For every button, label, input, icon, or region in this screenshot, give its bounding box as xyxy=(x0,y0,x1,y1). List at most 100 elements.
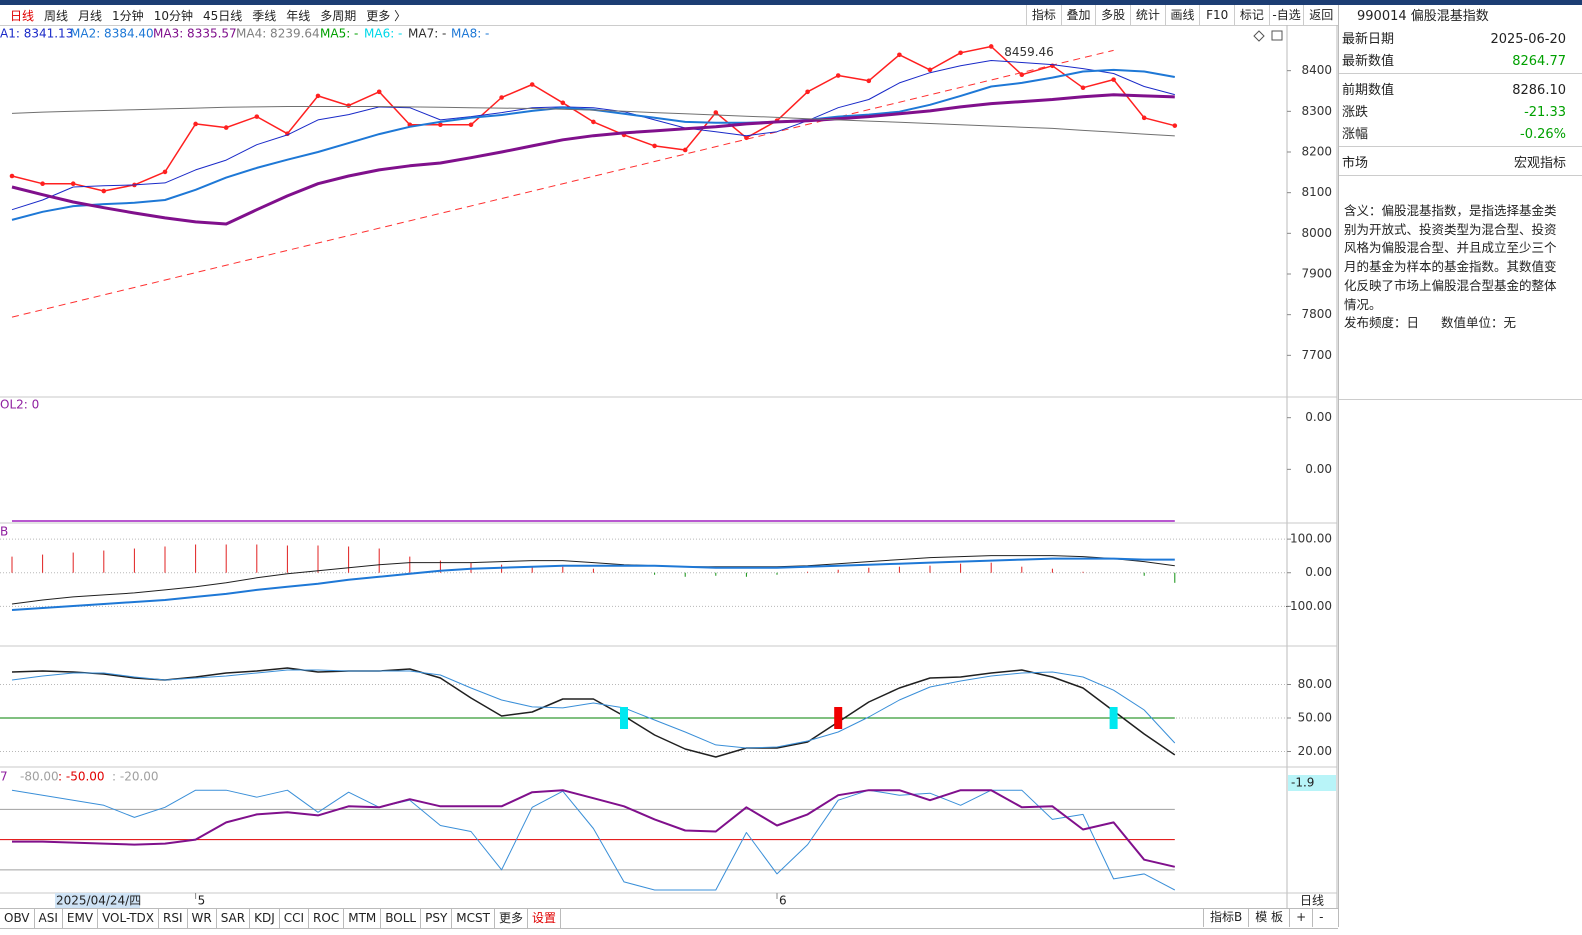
y-tick-label: 80.00 xyxy=(1298,677,1332,691)
period-button[interactable]: 多周期 xyxy=(320,8,357,23)
series-line xyxy=(11,60,1175,211)
data-point xyxy=(9,173,15,179)
y-tick-label: 0.00 xyxy=(1305,410,1332,424)
window-icon[interactable] xyxy=(1271,30,1283,41)
legend-entry: MA8: - xyxy=(451,27,489,41)
legend-entry: MA3: 8335.57 xyxy=(153,27,237,41)
tool-button[interactable]: 统计 xyxy=(1130,5,1165,25)
data-point xyxy=(70,181,76,187)
tool-button[interactable]: 标记 xyxy=(1234,5,1269,25)
max-label: 8459.46 xyxy=(1004,45,1054,59)
info-value: -21.33 xyxy=(1524,105,1566,120)
period-button[interactable]: 年线 xyxy=(286,8,311,23)
period-button[interactable]: 45日线 xyxy=(202,8,243,23)
x-tick-label: 6 xyxy=(779,894,787,908)
series-line xyxy=(11,555,1175,605)
title-stripe xyxy=(0,0,1582,5)
template-tab[interactable]: - xyxy=(1312,908,1329,927)
legend-entry: A1: 8341.13 xyxy=(0,27,73,41)
data-point xyxy=(1080,85,1086,91)
info-key: 最新日期 xyxy=(1342,32,1395,47)
data-point xyxy=(560,100,566,106)
indicator-tab[interactable]: MCST xyxy=(452,909,495,928)
current-value-box xyxy=(1288,775,1336,791)
legend-entry: MA5: - xyxy=(320,27,358,41)
indicator-label: OL2: 0 xyxy=(0,398,39,412)
indicator-tab[interactable]: MTM xyxy=(344,909,382,928)
period-button[interactable]: 更多 〉 xyxy=(366,8,407,23)
tool-toolbar: 指标 叠加 多股 统计 画线 F10 标记 -自选 返回 xyxy=(1026,5,1338,26)
period-button[interactable]: 日线 xyxy=(10,8,35,23)
data-point xyxy=(591,119,596,125)
info-value: -0.26% xyxy=(1520,127,1566,142)
tool-button[interactable]: F10 xyxy=(1199,5,1234,25)
data-point xyxy=(529,82,535,87)
y-tick-label: 20.00 xyxy=(1298,744,1332,758)
data-point xyxy=(162,169,168,175)
indicator-tab[interactable]: WR xyxy=(188,909,217,928)
series-line xyxy=(11,667,1176,758)
data-point xyxy=(682,147,688,153)
data-point xyxy=(254,114,260,119)
indicator-tab[interactable]: PSY xyxy=(421,909,453,928)
y-tick-label: 7800 xyxy=(1301,307,1332,321)
data-point xyxy=(652,143,657,149)
period-button[interactable]: 周线 xyxy=(44,8,69,23)
indicator-tab[interactable]: SAR xyxy=(217,909,251,928)
tool-button[interactable]: 返回 xyxy=(1303,5,1338,25)
indicator-tab[interactable]: BOLL xyxy=(381,909,422,928)
data-point xyxy=(988,44,994,49)
data-point xyxy=(1019,72,1025,78)
indicator-tab[interactable]: EMV xyxy=(63,909,99,928)
indicator-tab[interactable]: OBV xyxy=(0,909,35,928)
tool-button[interactable]: 多股 xyxy=(1095,5,1130,25)
template-tab[interactable]: + xyxy=(1289,908,1312,927)
info-row: 市场 宏观指标 xyxy=(1339,153,1582,176)
tool-button[interactable]: 指标 xyxy=(1026,5,1061,25)
template-tab[interactable]: 模 板 xyxy=(1248,908,1289,927)
series-line xyxy=(11,93,1175,226)
data-point xyxy=(835,73,841,78)
x-tick-label: 5 xyxy=(198,894,206,908)
period-button[interactable]: 季线 xyxy=(252,8,277,23)
series-line xyxy=(11,557,1175,611)
info-key: 涨跌 xyxy=(1342,105,1369,120)
reference-label: -80.00 xyxy=(20,770,59,784)
indicator-tab[interactable]: KDJ xyxy=(250,909,280,928)
period-button[interactable]: 1分钟 xyxy=(112,8,144,23)
legend-entry: MA2: 8384.40 xyxy=(70,27,154,41)
chart-area: 2025/04/24/四 日线 7700 7800 7900 8000 8100 8200 8… xyxy=(0,25,1338,908)
info-footer: 发布频度：日 数值单位：无 xyxy=(1344,314,1578,332)
legend-entry: MA7: - xyxy=(408,27,446,41)
toolbar-divider xyxy=(0,25,1338,26)
period-label: 日线 xyxy=(1300,894,1324,908)
y-tick-label: 0.00 xyxy=(1305,462,1332,476)
series-line xyxy=(11,45,1175,192)
period-button[interactable]: 10分钟 xyxy=(153,8,193,23)
reference-label: : -50.00 xyxy=(58,770,105,784)
tool-button[interactable]: 叠加 xyxy=(1060,5,1096,25)
signal-marker xyxy=(620,706,628,729)
data-point xyxy=(1111,77,1116,82)
indicator-tab[interactable]: RSI xyxy=(159,909,188,928)
template-tab[interactable]: 指标B xyxy=(1203,908,1248,927)
period-button[interactable]: 月线 xyxy=(78,8,103,23)
y-tick-label: -100.00 xyxy=(1286,599,1332,613)
indicator-tab[interactable]: CCI xyxy=(280,909,310,928)
y-tick-label: 0.00 xyxy=(1305,565,1332,579)
data-point xyxy=(1141,115,1147,121)
tool-button[interactable]: -自选 xyxy=(1268,5,1304,25)
indicator-tab[interactable]: ASI xyxy=(35,909,63,928)
indicator-tab[interactable]: 更多 xyxy=(495,909,528,928)
indicator-tabs: OBV ASI EMV VOL-TDX RSI WR SAR KDJ CCI ROC MTM BOLL… xyxy=(0,908,1338,929)
signal-marker xyxy=(1109,706,1118,729)
data-point xyxy=(927,67,933,73)
data-point xyxy=(101,188,107,194)
tool-button[interactable]: 画线 xyxy=(1164,5,1200,25)
series-line xyxy=(11,789,1176,891)
draw-icon[interactable] xyxy=(1253,30,1265,42)
indicator-tab[interactable]: 设置 xyxy=(528,909,562,928)
indicator-tab[interactable]: ROC xyxy=(309,909,345,928)
indicator-tab[interactable]: VOL-TDX xyxy=(98,909,159,928)
data-point xyxy=(193,121,198,127)
